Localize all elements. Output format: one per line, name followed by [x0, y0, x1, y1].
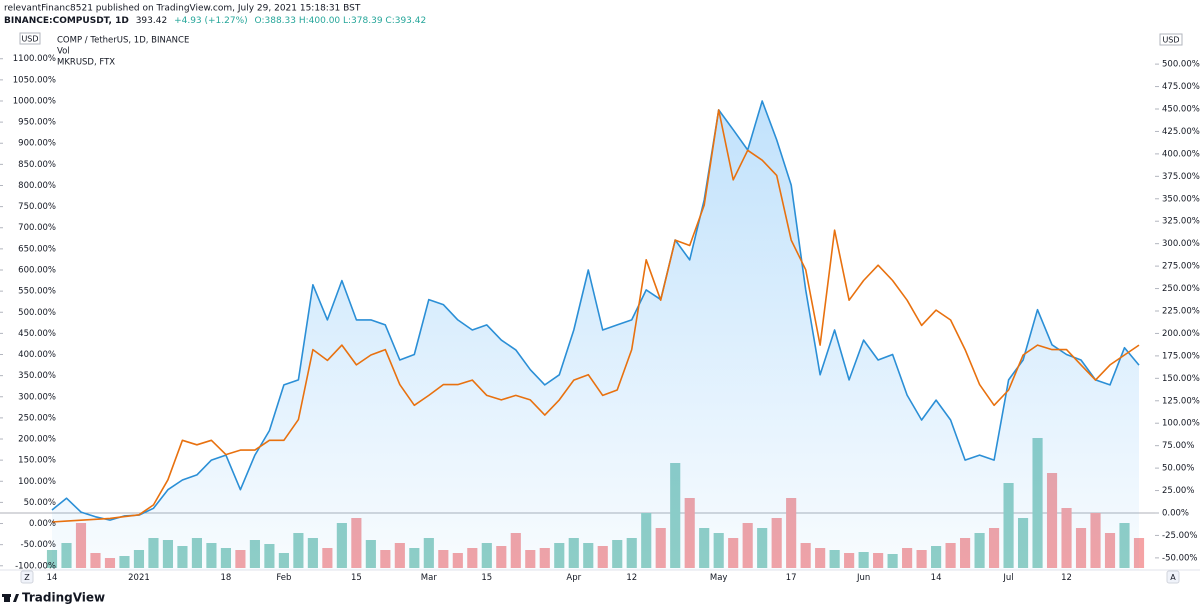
plot: [0, 100, 1155, 570]
y2-tick-label: 175.00%: [1162, 351, 1200, 361]
y2-tick-label: 225.00%: [1162, 306, 1200, 316]
y-tick-label: -50.00%: [21, 540, 56, 550]
y2-tick-label: 125.00%: [1162, 396, 1200, 406]
series-line: [51, 100, 1140, 521]
x-tick-label: 14: [47, 573, 58, 583]
y2-tick-label: -50.00%: [1162, 553, 1197, 563]
x-tick-label: 15: [351, 573, 362, 583]
y2-tick-label: 425.00%: [1162, 127, 1200, 137]
zoom-label[interactable]: Z: [24, 573, 30, 582]
y-unit: USD: [21, 35, 38, 44]
y-tick-label: 800.00%: [18, 181, 56, 191]
auto-scale-button[interactable]: [1166, 570, 1180, 584]
x-tick-label: 12: [626, 573, 637, 583]
y2-tick-label: 50.00%: [1162, 464, 1194, 474]
price-change: +4.93 (+1.27%): [174, 16, 248, 26]
y-tick-label: 900.00%: [18, 139, 56, 149]
ohlc: O:388.33 H:400.00 L:378.39 C:393.42: [255, 16, 427, 26]
series-line: [51, 109, 1140, 523]
y2-tick-label: 500.00%: [1162, 60, 1200, 70]
y-tick-label: 500.00%: [18, 308, 56, 318]
brand: TradingView: [22, 591, 105, 605]
symbol-line: BINANCE:COMPUSDT, 1D 393.42 +4.93 (+1.27…: [4, 16, 426, 26]
x-tick-label: Jul: [1002, 573, 1013, 583]
y-tick-label: 150.00%: [18, 456, 56, 466]
y-tick-label: 0.00%: [29, 519, 56, 529]
auto-scale-label[interactable]: A: [1170, 573, 1176, 582]
x-tick-label: 14: [931, 573, 942, 583]
y-tick-label: 550.00%: [18, 287, 56, 297]
unit-box: [1159, 33, 1183, 46]
y2-tick-label: 400.00%: [1162, 149, 1200, 159]
y-tick-label: 450.00%: [18, 329, 56, 339]
y2-tick-label: 450.00%: [1162, 105, 1200, 115]
y2-tick-label: 75.00%: [1162, 441, 1194, 451]
x-tick-label: 17: [786, 573, 797, 583]
symbol: BINANCE:COMPUSDT, 1D: [4, 16, 129, 26]
brand-logo: [2, 594, 19, 602]
y-tick-label: 1050.00%: [13, 75, 56, 85]
y-tick-label: 350.00%: [18, 371, 56, 381]
y2-tick-label: 350.00%: [1162, 194, 1200, 204]
y-tick-label: 100.00%: [18, 477, 56, 487]
x-tick-label: 15: [481, 573, 492, 583]
y-tick-label: 200.00%: [18, 435, 56, 445]
x-tick-label: 2021: [128, 573, 150, 583]
y2-tick-label: 275.00%: [1162, 262, 1200, 272]
y2-tick-label: -25.00%: [1162, 531, 1197, 541]
y2-unit: USD: [1162, 36, 1179, 45]
last-price: 393.42: [136, 16, 168, 26]
x-tick-label: Feb: [276, 573, 291, 583]
area: [52, 101, 1139, 570]
y-tick-label: 1000.00%: [13, 96, 56, 106]
x-tick-label: Jun: [856, 573, 870, 583]
y-tick-label: 650.00%: [18, 244, 56, 254]
unit-box: [19, 32, 41, 45]
y-tick-label: 600.00%: [18, 266, 56, 276]
y2-tick-label: 300.00%: [1162, 239, 1200, 249]
y-tick-label: 1100.00%: [13, 54, 56, 64]
y-tick-label: 750.00%: [18, 202, 56, 212]
y-tick-label: 50.00%: [24, 498, 56, 508]
x-tick-label: May: [710, 573, 728, 583]
y-tick-label: 400.00%: [18, 350, 56, 360]
y-tick-label: 950.00%: [18, 118, 56, 128]
y2-tick-label: 150.00%: [1162, 374, 1200, 384]
y-tick-label: 700.00%: [18, 223, 56, 233]
y2-tick-label: 325.00%: [1162, 217, 1200, 227]
y2-tick-label: 100.00%: [1162, 419, 1200, 429]
y2-tick-label: 375.00%: [1162, 172, 1200, 182]
y-tick-label: -100.00%: [15, 561, 56, 571]
y2-tick-label: 0.00%: [1162, 508, 1189, 518]
y2-tick-label: 200.00%: [1162, 329, 1200, 339]
legend-entry: MKRUSD, FTX: [57, 58, 115, 68]
y-tick-label: 300.00%: [18, 392, 56, 402]
legend-entry: COMP / TetherUS, 1D, BINANCE: [57, 36, 189, 46]
y-tick-label: 850.00%: [18, 160, 56, 170]
y-tick-label: 250.00%: [18, 413, 56, 423]
y2-tick-label: 250.00%: [1162, 284, 1200, 294]
x-tick-label: 12: [1061, 573, 1072, 583]
x-tick-label: 18: [221, 573, 232, 583]
x-tick-label: Mar: [421, 573, 438, 583]
y2-tick-label: 475.00%: [1162, 82, 1200, 92]
author-line: relevantFinanc8521 published on TradingV…: [4, 4, 361, 14]
x-tick-label: Apr: [566, 573, 581, 583]
y2-tick-label: 25.00%: [1162, 486, 1194, 496]
zoom-button[interactable]: [20, 570, 34, 584]
legend-entry: Vol: [57, 47, 70, 57]
